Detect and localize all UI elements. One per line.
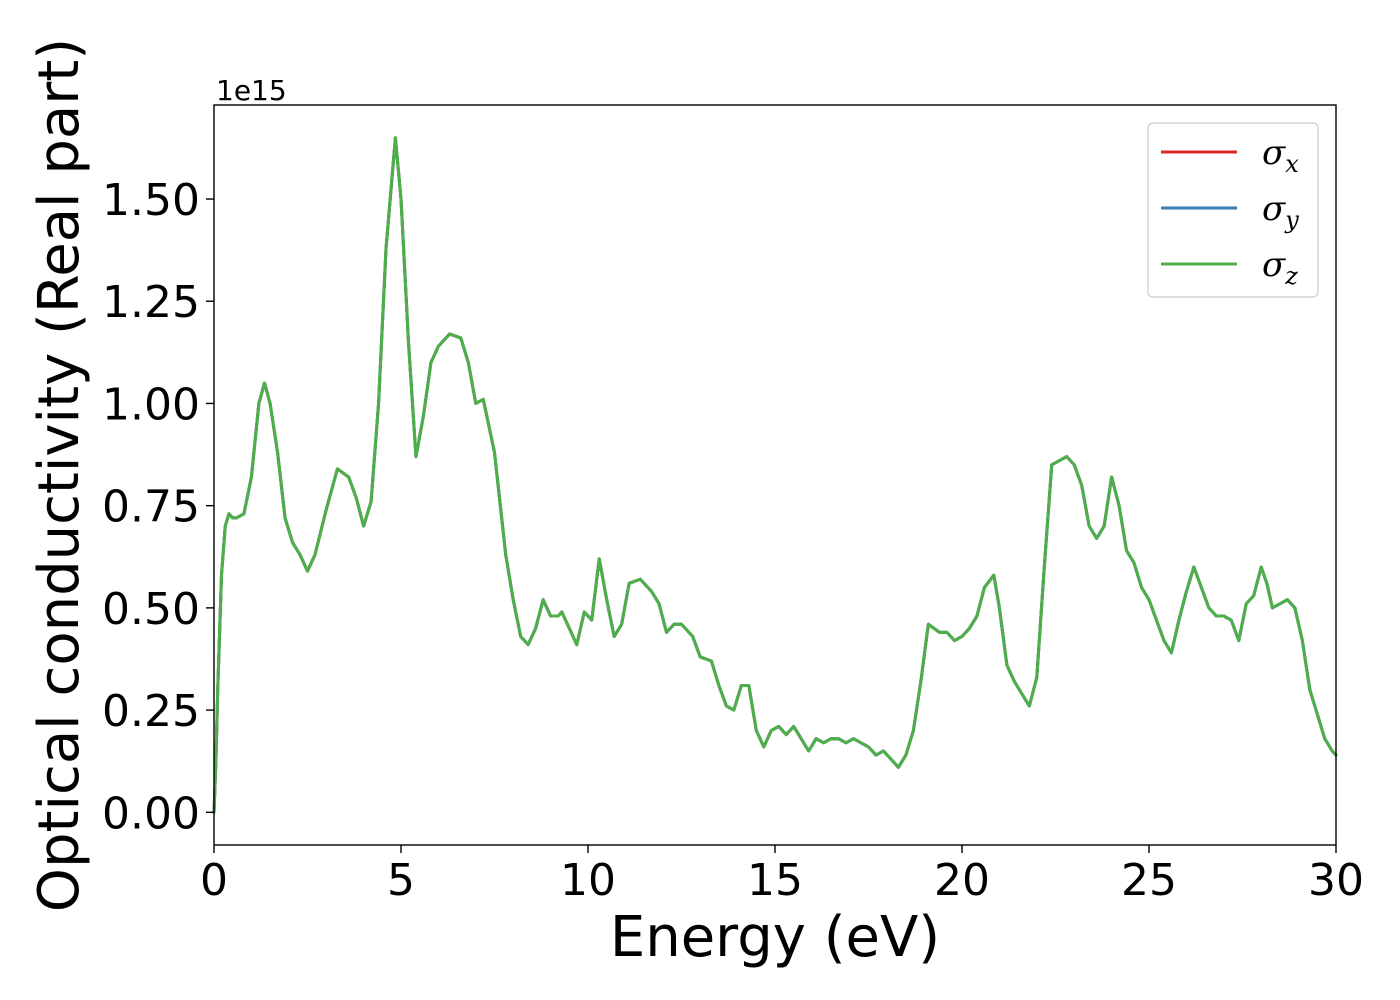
y-tick-label: 0.25 bbox=[102, 686, 200, 737]
legend-box bbox=[1147, 122, 1319, 298]
y-tick-label: 0.75 bbox=[102, 482, 200, 533]
y-axis: 0.00 0.25 0.50 0.75 1.00 1.25 1.50 bbox=[102, 175, 214, 839]
x-tick-label: 5 bbox=[387, 855, 415, 906]
y-tick-label: 1.00 bbox=[102, 379, 200, 430]
x-tick-label: 25 bbox=[1121, 855, 1177, 906]
series-line-z bbox=[212, 136, 1338, 814]
y-tick-label: 0.50 bbox=[102, 584, 200, 635]
y-axis-title: Optical conductivity (Real part) bbox=[27, 38, 92, 912]
y-tick-label: 1.50 bbox=[102, 175, 200, 226]
x-tick-label: 15 bbox=[747, 855, 803, 906]
x-tick-label: 20 bbox=[934, 855, 990, 906]
y-offset-label: 1e15 bbox=[216, 74, 287, 107]
legend-label-y: σy bbox=[1262, 189, 1299, 234]
legend-label-z: σz bbox=[1262, 245, 1298, 290]
plot-layer bbox=[212, 136, 1338, 814]
y-tick-label: 1.25 bbox=[102, 277, 200, 328]
legend-label-x: σx bbox=[1262, 133, 1299, 178]
y-tick-label: 0.00 bbox=[102, 788, 200, 839]
x-axis-title: Energy (eV) bbox=[610, 905, 940, 970]
x-tick-label: 30 bbox=[1308, 855, 1364, 906]
x-axis: 0 5 10 15 20 25 30 bbox=[200, 845, 1364, 906]
x-tick-label: 10 bbox=[560, 855, 616, 906]
legend: σx σy σz bbox=[1147, 122, 1319, 298]
x-tick-label: 0 bbox=[200, 855, 228, 906]
